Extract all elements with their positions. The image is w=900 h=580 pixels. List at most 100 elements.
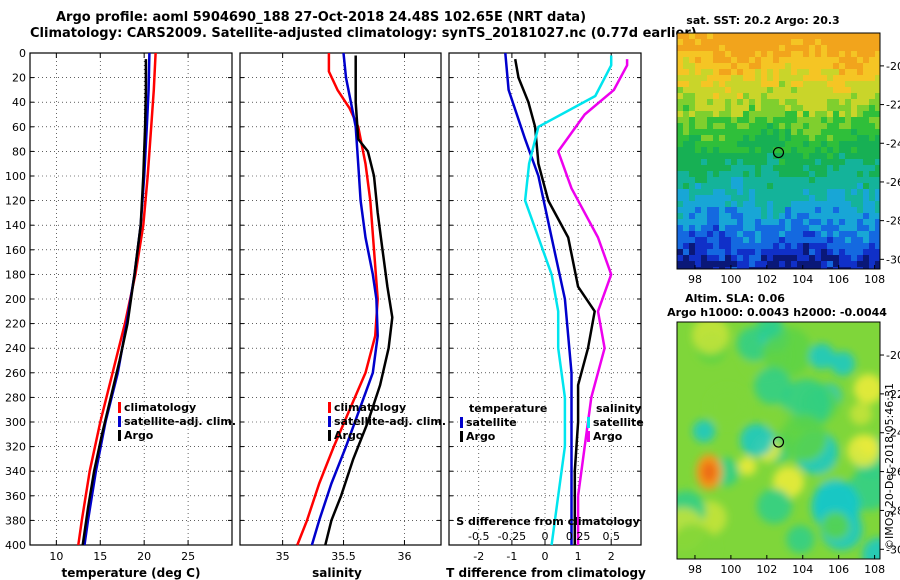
sst-cell (851, 189, 858, 196)
sst-cell (785, 57, 792, 64)
sst-cell (827, 63, 834, 70)
sst-cell (755, 117, 762, 124)
sst-cell (725, 111, 732, 118)
sst-cell (821, 249, 828, 256)
sst-cell (815, 63, 822, 70)
temperature-legend-label: climatology (124, 401, 196, 414)
sst-cell (755, 249, 762, 256)
sst-cell (725, 45, 732, 52)
sst-cell (869, 105, 876, 112)
sst-cell (815, 81, 822, 88)
sla-blob (740, 423, 774, 457)
difference-legend-temperature-title: temperature (469, 402, 547, 415)
sst-cell (773, 201, 780, 208)
sst-cell (755, 105, 762, 112)
sst-cell (683, 219, 690, 226)
sst-cell (875, 171, 880, 178)
sst-cell (701, 129, 708, 136)
sst-cell (731, 243, 738, 250)
sst-cell (719, 177, 726, 184)
sst-cell (743, 195, 750, 202)
sst-cell (749, 45, 756, 52)
sst-cell (857, 141, 864, 148)
sst-cell (731, 231, 738, 238)
plot-frame (448, 52, 642, 546)
sst-cell (683, 201, 690, 208)
sst-cell (797, 255, 804, 262)
sst-cell (695, 117, 702, 124)
sst-cell (839, 93, 846, 100)
sst-cell (785, 129, 792, 136)
sst-cell (689, 147, 696, 154)
sst-cell (755, 69, 762, 76)
sst-cell (845, 45, 852, 52)
sst-cell (749, 159, 756, 166)
sst-cell (821, 45, 828, 52)
sst-cell (713, 111, 720, 118)
sst-cell (677, 111, 684, 118)
sst-cell (707, 45, 714, 52)
sst-cell (821, 33, 828, 40)
sst-cell (791, 159, 798, 166)
sst-cell (821, 75, 828, 82)
difference-series-s-argo (556, 59, 629, 545)
sst-cell (815, 69, 822, 76)
map-y-tick-label: -26 (886, 466, 900, 479)
sst-cell (809, 207, 816, 214)
difference-temperature-legend-label: Argo (466, 430, 496, 443)
sst-cell (803, 87, 810, 94)
sst-cell (719, 117, 726, 124)
sst-cell (803, 147, 810, 154)
sst-cell (749, 237, 756, 244)
sst-cell (851, 243, 858, 250)
sla-blob (830, 351, 856, 376)
sst-cell (803, 207, 810, 214)
sst-cell (857, 177, 864, 184)
sst-cell (683, 261, 690, 268)
sst-cell (869, 195, 876, 202)
difference-x-label: T difference from climatology (446, 566, 646, 580)
sst-cell (839, 189, 846, 196)
sst-cell (767, 255, 774, 262)
sst-cell (791, 69, 798, 76)
sst-cell (719, 147, 726, 154)
sst-cell (821, 195, 828, 202)
map-y-tick-label: -26 (886, 176, 900, 189)
sla-map-title: Altim. SLA: 0.06 (685, 292, 785, 305)
sst-cell (857, 111, 864, 118)
sst-cell (743, 51, 750, 58)
sst-cell (803, 51, 810, 58)
sst-cell (821, 135, 828, 142)
sst-cell (779, 177, 786, 184)
sst-cell (833, 123, 840, 130)
sst-cell (689, 243, 696, 250)
sst-cell (677, 123, 684, 130)
sst-cell (731, 255, 738, 262)
sst-cell (875, 261, 880, 268)
temperature-x-label: temperature (deg C) (62, 566, 201, 580)
map-y-tick-label: -20 (886, 60, 900, 73)
sst-cell (779, 231, 786, 238)
sst-cell (767, 129, 774, 136)
sst-cell (713, 237, 720, 244)
salinity-series-satellite-adj-clim- (310, 52, 379, 546)
sst-cell (851, 81, 858, 88)
difference-series-t-satellite (504, 52, 573, 545)
sst-cell (863, 255, 870, 262)
sst-cell (719, 123, 726, 130)
sst-cell (809, 117, 816, 124)
sst-cell (863, 183, 870, 190)
depth-tick-label: 380 (5, 514, 26, 527)
sst-cell (827, 183, 834, 190)
sst-cell (773, 159, 780, 166)
sst-cell (803, 153, 810, 160)
sst-cell (683, 105, 690, 112)
sst-cell (791, 165, 798, 172)
sst-cell (821, 93, 828, 100)
sst-cell (761, 135, 768, 142)
sst-cell (707, 243, 714, 250)
sst-cell (749, 63, 756, 70)
sst-cell (737, 189, 744, 196)
sst-cell (791, 243, 798, 250)
